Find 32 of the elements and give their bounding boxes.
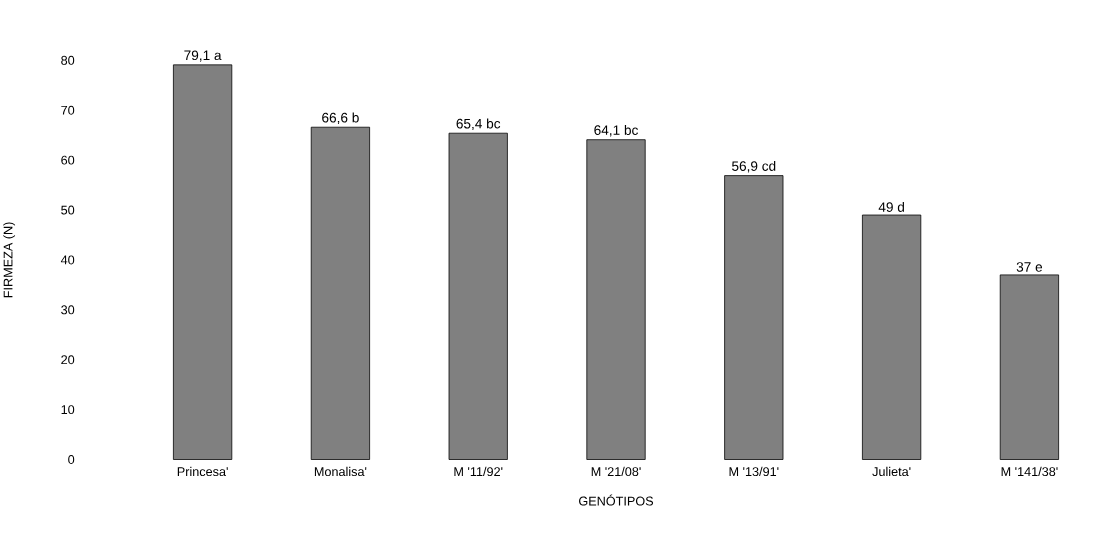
- x-tick-label: Princesa': [177, 466, 228, 477]
- data-label: 79,1 a: [184, 50, 222, 62]
- x-axis-title: GENÓTIPOS: [579, 494, 654, 506]
- y-tick-label: 50: [61, 205, 75, 215]
- y-tick-label: 10: [61, 405, 75, 415]
- bar: [862, 214, 922, 460]
- y-tick-label: 80: [61, 55, 75, 65]
- y-tick-label: 0: [68, 455, 75, 465]
- bar: [586, 139, 646, 460]
- y-tick-label: 20: [61, 355, 75, 365]
- bar: [724, 175, 784, 460]
- data-label: 37 e: [1016, 262, 1043, 272]
- y-tick-label: 40: [60, 255, 75, 265]
- data-label: 56,9 cd: [732, 160, 776, 173]
- data-label: 66,6 b: [322, 112, 359, 125]
- x-tick-label: M '13/91': [729, 466, 779, 477]
- y-tick-label: 30: [61, 305, 75, 315]
- x-tick-label: Monalisa': [314, 466, 367, 477]
- y-axis-title: FIRMEZA (N): [3, 222, 16, 298]
- data-label: 64,1 bc: [594, 125, 638, 137]
- bar: [173, 64, 233, 460]
- y-tick-label: 60: [61, 155, 75, 165]
- x-tick-label: M '21/08': [591, 466, 641, 477]
- data-label: 49 d: [878, 201, 904, 212]
- x-tick-label: M '141/38': [1001, 466, 1058, 477]
- bar: [448, 132, 508, 460]
- x-tick-label: M '11/92': [454, 466, 503, 477]
- data-label: 65,4 bc: [456, 118, 501, 131]
- bar: [310, 126, 371, 460]
- y-tick-label: 70: [61, 105, 75, 115]
- x-tick-label: Julieta': [872, 466, 911, 477]
- bar: [999, 274, 1060, 460]
